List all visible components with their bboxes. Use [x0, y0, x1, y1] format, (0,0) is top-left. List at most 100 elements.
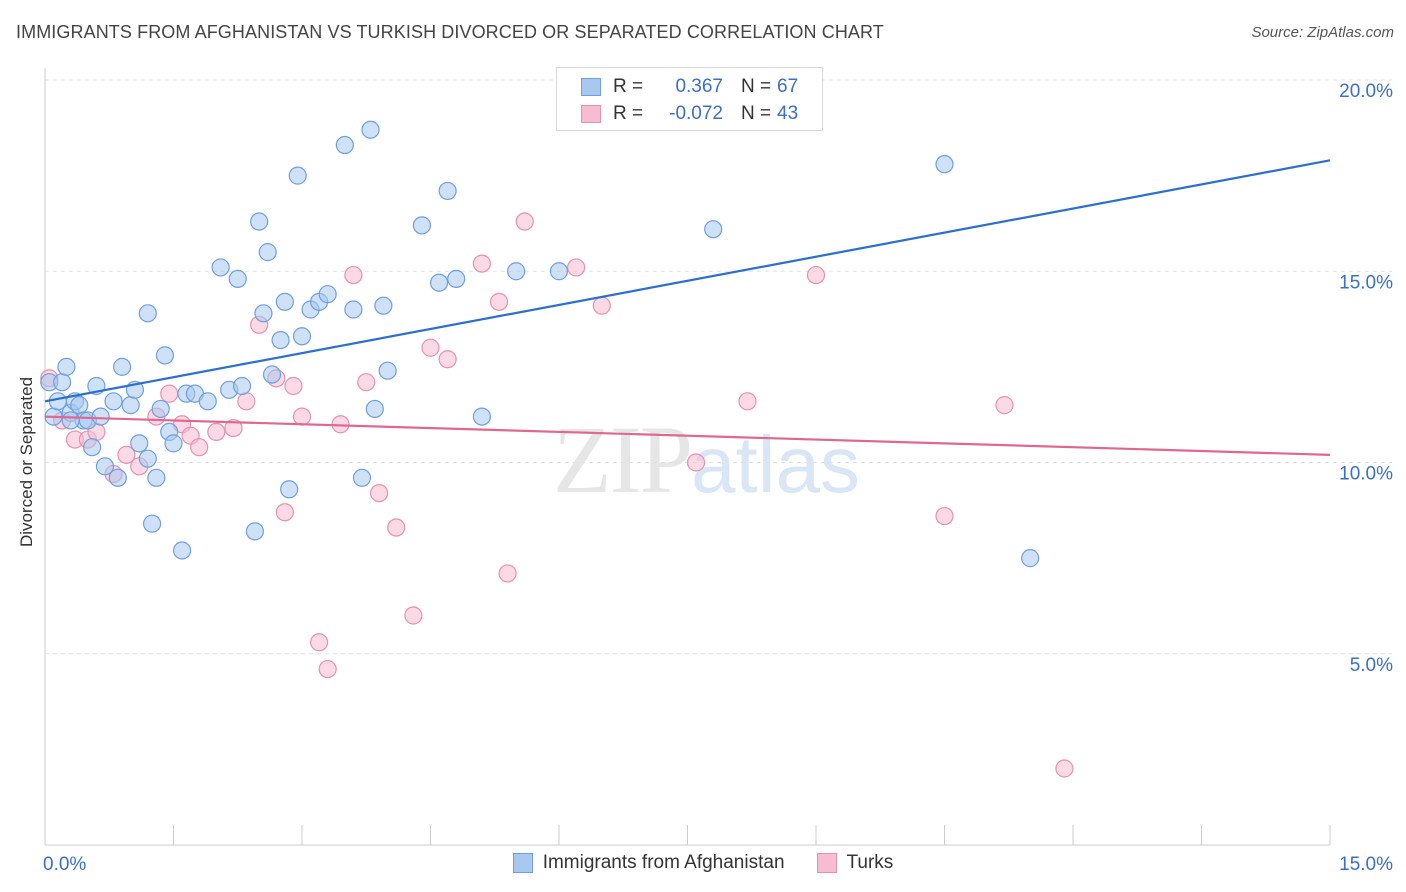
series-legend-turks[interactable]: Turks [816, 852, 894, 874]
legend-n-label: N = [741, 103, 772, 124]
blue-point [104, 392, 123, 411]
blue-point [344, 300, 363, 319]
pink-point [344, 265, 363, 285]
blue-point [507, 262, 526, 281]
pink-point [472, 254, 491, 273]
blue-point [70, 396, 89, 415]
watermark-atlas: atlas [691, 420, 860, 509]
blue-point [352, 468, 372, 487]
pink-point [995, 396, 1014, 415]
pink-point [292, 407, 312, 426]
blue-point [429, 273, 449, 292]
y-tick-label: 15.0% [1339, 272, 1393, 293]
legend-swatch-pink [581, 105, 601, 123]
series-legend-afghanistan[interactable]: Immigrants from Afghanistan [512, 852, 785, 874]
legend-r-value: -0.072 [669, 103, 723, 124]
blue-point [121, 396, 140, 415]
blue-point [361, 120, 380, 139]
blue-point [280, 480, 299, 499]
blue-point [271, 331, 290, 350]
pink-point [275, 503, 294, 522]
y-tick-label: 5.0% [1350, 655, 1393, 676]
blue-point [147, 468, 166, 487]
legend-row-turks: R = -0.072 N = 43 [581, 102, 798, 126]
pink-point [686, 453, 706, 472]
legend-r-value: 0.367 [675, 76, 723, 97]
trend-line-afghanistan [44, 159, 1331, 403]
blue-point [447, 269, 466, 288]
pink-point [117, 445, 136, 464]
watermark-zip: ZIP [553, 406, 693, 513]
pink-point [1055, 759, 1074, 778]
blue-point [292, 327, 312, 346]
pink-point [207, 422, 226, 441]
blue-point [142, 514, 162, 533]
pink-point [318, 659, 337, 679]
blue-point [91, 407, 110, 426]
blue-point [549, 262, 569, 281]
blue-point [112, 357, 132, 376]
blue-point [1021, 549, 1040, 568]
correlation-legend: R = 0.367 N = 67 R = -0.072 N = 43 [556, 67, 823, 131]
pink-point [489, 292, 509, 311]
pink-point [370, 484, 389, 503]
pink-point [404, 606, 423, 625]
x-tick-label: 15.0% [1339, 854, 1393, 875]
blue-point [155, 346, 175, 365]
blue-point [245, 522, 264, 541]
blue-point [211, 258, 230, 277]
pink-point [284, 376, 303, 396]
blue-point [95, 457, 115, 476]
pink-point [421, 338, 440, 357]
blue-point [61, 411, 80, 430]
pink-point [498, 564, 517, 583]
legend-n-label: N = [741, 76, 772, 97]
legend-n-value: 43 [777, 103, 799, 124]
series-label-afghanistan: Immigrants from Afghanistan [542, 852, 785, 873]
pink-point [515, 212, 534, 231]
legend-swatch-blue [581, 78, 601, 96]
y-tick-label: 10.0% [1339, 464, 1393, 485]
blue-point [198, 392, 217, 411]
blue-point [138, 449, 157, 468]
series-swatch-blue [512, 853, 533, 873]
blue-point [374, 296, 393, 315]
blue-point [130, 434, 149, 453]
blue-point [151, 399, 170, 419]
pink-point [592, 296, 611, 315]
pink-point [387, 518, 406, 537]
pink-point [310, 633, 329, 652]
pink-point [237, 392, 256, 411]
blue-point [288, 166, 307, 185]
series-label-turks: Turks [846, 852, 894, 873]
blue-point [318, 285, 337, 304]
blue-point [108, 468, 127, 487]
pink-point [738, 392, 757, 411]
blue-point [258, 243, 277, 262]
legend-row-afghanistan: R = 0.367 N = 67 [581, 75, 798, 99]
pink-point [935, 506, 954, 526]
blue-point [412, 216, 432, 235]
blue-point [232, 376, 252, 396]
series-swatch-pink [816, 853, 837, 873]
pink-point [224, 418, 243, 438]
legend-r-label: R = [613, 103, 644, 124]
watermark: ZIPatlas [553, 404, 860, 515]
blue-point [275, 292, 294, 311]
legend-n-value: 67 [777, 76, 799, 97]
blue-point [935, 155, 954, 174]
blue-point [83, 438, 102, 457]
y-tick-label: 20.0% [1339, 81, 1393, 102]
series-legend: Immigrants from Afghanistan Turks [0, 852, 1406, 874]
blue-point [378, 361, 397, 380]
blue-point [138, 304, 157, 323]
blue-point [250, 212, 269, 231]
source-label: Source: ZipAtlas.com [1251, 24, 1394, 41]
pink-point [806, 265, 826, 285]
blue-point [57, 357, 76, 376]
blue-point [365, 399, 384, 419]
pink-point [567, 258, 586, 277]
blue-point [228, 269, 247, 288]
pink-point [190, 438, 209, 457]
